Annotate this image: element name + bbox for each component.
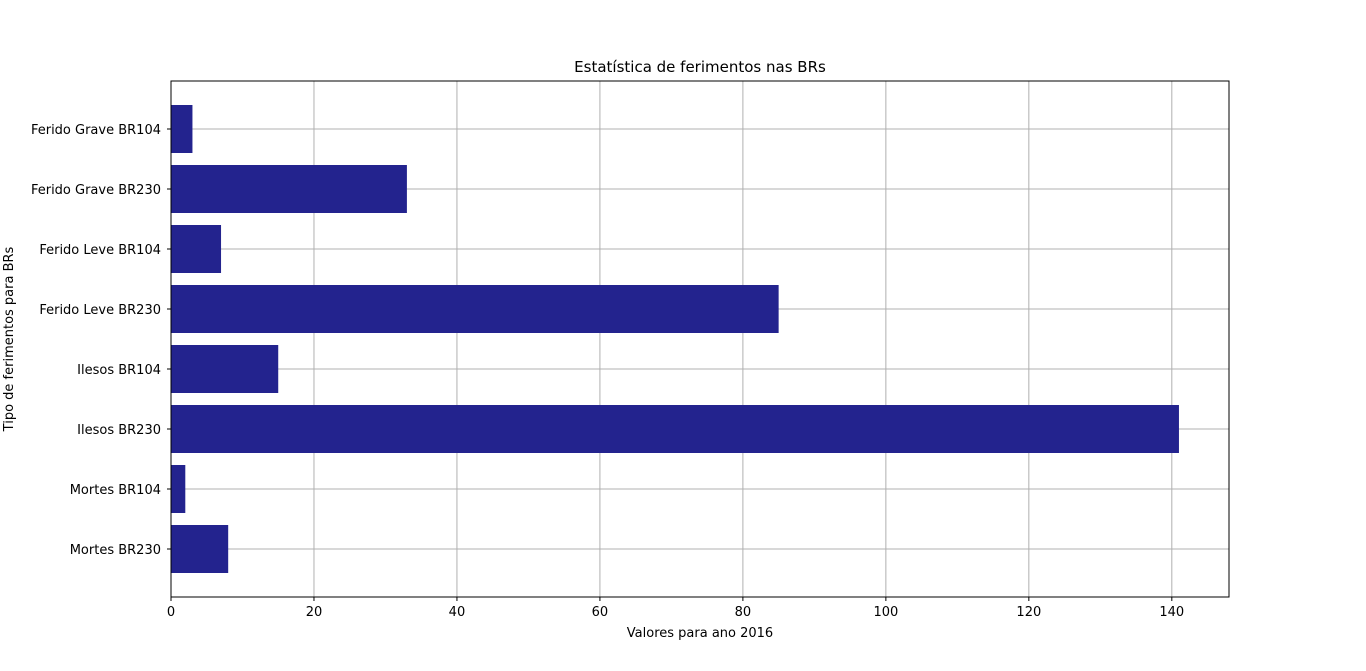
chart-title: Estatística de ferimentos nas BRs bbox=[574, 58, 826, 76]
bar bbox=[171, 165, 407, 213]
x-tick-label: 140 bbox=[1159, 605, 1184, 620]
x-tick-label: 120 bbox=[1016, 605, 1041, 620]
x-tick-label: 60 bbox=[592, 605, 609, 620]
bar bbox=[171, 285, 779, 333]
bars bbox=[171, 105, 1179, 573]
ticks: 0 20 40 60 80 100 120 140 Mortes BR230 Mortes BR1… bbox=[31, 123, 1184, 620]
x-tick-label: 20 bbox=[306, 605, 323, 620]
y-tick-label: Ferido Leve BR230 bbox=[39, 303, 161, 318]
y-tick-label: Ferido Leve BR104 bbox=[39, 243, 161, 258]
bar bbox=[171, 105, 193, 153]
x-tick-label: 0 bbox=[167, 605, 175, 620]
x-axis-label: Valores para ano 2016 bbox=[627, 626, 773, 641]
grid bbox=[170, 81, 1229, 597]
bar bbox=[171, 345, 279, 393]
y-tick-label: Ferido Grave BR230 bbox=[31, 183, 161, 198]
y-tick-label: Ilesos BR230 bbox=[77, 423, 161, 438]
x-tick-label: 40 bbox=[449, 605, 466, 620]
x-tick-label: 100 bbox=[873, 605, 898, 620]
y-tick-label: Ferido Grave BR104 bbox=[31, 123, 161, 138]
y-tick-label: Mortes BR230 bbox=[70, 543, 161, 558]
bar bbox=[171, 465, 186, 513]
y-axis-label: Tipo de ferimentos para BRs bbox=[2, 246, 17, 432]
y-tick-label: Mortes BR104 bbox=[70, 483, 161, 498]
plot-frame bbox=[170, 80, 1230, 598]
bar bbox=[171, 405, 1179, 453]
x-tick-label: 80 bbox=[735, 605, 752, 620]
y-tick-label: Ilesos BR104 bbox=[77, 363, 161, 378]
bar bbox=[171, 525, 229, 573]
bar bbox=[171, 225, 222, 273]
